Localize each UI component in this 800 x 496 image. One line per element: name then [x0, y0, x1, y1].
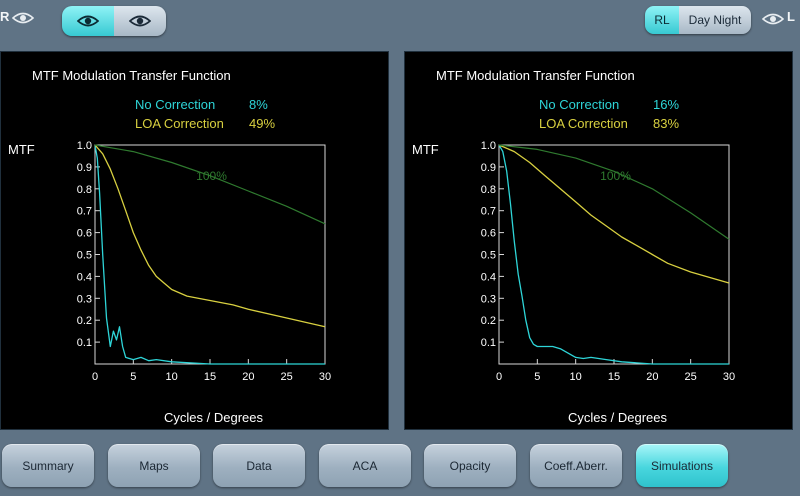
x-axis-label: Cycles / Degrees [405, 410, 794, 425]
eye-selector-toggle[interactable] [62, 6, 166, 36]
x-axis-label-text: Cycles / Degrees [568, 410, 667, 425]
legend-no-correction-label: No Correction [135, 97, 216, 112]
chart-title: MTF Modulation Transfer Function [436, 68, 635, 83]
series-line-loa-correction [498, 144, 730, 284]
eye-icon [12, 12, 34, 24]
y-tick-label: 0.8 [77, 184, 92, 196]
legend-loa-correction-value: 83% [653, 116, 680, 131]
y-tick-label: 1.0 [481, 140, 496, 152]
y-tick-label: 0.9 [77, 162, 92, 174]
y-tick-label: 0.8 [481, 184, 496, 196]
day-night-button[interactable]: Day Night [679, 6, 751, 34]
y-axis-label: MTF [8, 142, 35, 157]
reference-line-label: 100% [600, 169, 631, 183]
x-tick-label: 25 [281, 371, 293, 383]
y-tick-label: 0.6 [77, 228, 92, 240]
legend-no-correction-value: 16% [653, 97, 680, 112]
x-tick-label: 5 [534, 371, 540, 383]
y-tick-label: 0.4 [481, 271, 496, 283]
y-tick-label: 0.3 [77, 293, 92, 305]
x-tick-label: 15 [608, 371, 620, 383]
legend-loa-correction-label: LOA Correction [539, 116, 628, 131]
x-tick-label: 30 [723, 371, 735, 383]
y-tick-label: 0.1 [481, 337, 496, 349]
mtf-chart: 0.1 0.2 0.3 0.4 0.5 0.6 0.7 0.8 0.9 1.0 0 5 10 15 20 25… [481, 140, 735, 383]
series-line-no-correction [498, 144, 729, 365]
y-tick-label: 0.1 [77, 337, 92, 349]
eye-icon [129, 15, 151, 27]
x-tick-label: 20 [646, 371, 658, 383]
rl-button[interactable]: RL [645, 6, 679, 34]
y-tick-label: 0.5 [77, 250, 92, 262]
y-tick-label: 0.9 [481, 162, 496, 174]
right-eye-label: R [0, 9, 10, 24]
x-tick-label: 15 [204, 371, 216, 383]
x-tick-label: 10 [166, 371, 178, 383]
y-axis-label: MTF [412, 142, 439, 157]
x-axis-label-text: Cycles / Degrees [164, 410, 263, 425]
series-line-reference [94, 144, 326, 225]
nav-summary-button[interactable]: Summary [2, 444, 94, 487]
y-tick-label: 0.2 [77, 315, 92, 327]
left-eye-button[interactable] [114, 6, 166, 36]
mtf-chart: 0.1 0.2 0.3 0.4 0.5 0.6 0.7 0.8 0.9 1.0 0 5 10 15 20 25… [77, 140, 331, 383]
legend-loa-correction-value: 49% [249, 116, 276, 131]
right-eye-button[interactable] [62, 6, 114, 36]
nav-maps-button[interactable]: Maps [108, 444, 200, 487]
x-tick-label: 0 [92, 371, 98, 383]
reference-line-label: 100% [196, 169, 227, 183]
eye-icon [762, 13, 784, 25]
x-tick-label: 30 [319, 371, 331, 383]
nav-data-button[interactable]: Data [213, 444, 305, 487]
y-tick-label: 0.3 [481, 293, 496, 305]
series-line-loa-correction [94, 144, 326, 328]
legend-loa-correction-label: LOA Correction [135, 116, 224, 131]
x-tick-label: 5 [130, 371, 136, 383]
series-line-no-correction [94, 144, 325, 365]
chart-title: MTF Modulation Transfer Function [32, 68, 231, 83]
left-eye-label: L [787, 9, 795, 24]
eye-icon [77, 15, 99, 27]
mtf-panel-left-eye: 0.1 0.2 0.3 0.4 0.5 0.6 0.7 0.8 0.9 1.0 0 5 10 15 20 25… [404, 51, 793, 430]
x-tick-label: 20 [242, 371, 254, 383]
nav-coeff-aberr-button[interactable]: Coeff.Aberr. [530, 444, 622, 487]
y-tick-label: 0.7 [481, 206, 496, 218]
nav-simulations-button[interactable]: Simulations [636, 444, 728, 487]
y-tick-label: 0.5 [481, 250, 496, 262]
nav-aca-button[interactable]: ACA [319, 444, 411, 487]
mtf-panel-right-eye: 0.1 0.2 0.3 0.4 0.5 0.6 0.7 0.8 0.9 1.0 0 5 10 15 20 25… [0, 51, 389, 430]
y-tick-label: 0.2 [481, 315, 496, 327]
y-tick-label: 0.4 [77, 271, 92, 283]
y-tick-label: 1.0 [77, 140, 92, 152]
x-tick-label: 0 [496, 371, 502, 383]
view-mode-toggle[interactable]: RL Day Night [645, 6, 751, 34]
x-tick-label: 25 [685, 371, 697, 383]
nav-opacity-button[interactable]: Opacity [424, 444, 516, 487]
y-tick-label: 0.6 [481, 228, 496, 240]
legend-no-correction-value: 8% [249, 97, 268, 112]
top-bar: R RL Day Night L [0, 0, 800, 44]
y-tick-label: 0.7 [77, 206, 92, 218]
legend-no-correction-label: No Correction [539, 97, 620, 112]
x-tick-label: 10 [570, 371, 582, 383]
bottom-nav: Summary Maps Data ACA Opacity Coeff.Aber… [0, 434, 800, 496]
x-axis-label: Cycles / Degrees [1, 410, 390, 425]
series-line-reference [498, 144, 730, 240]
